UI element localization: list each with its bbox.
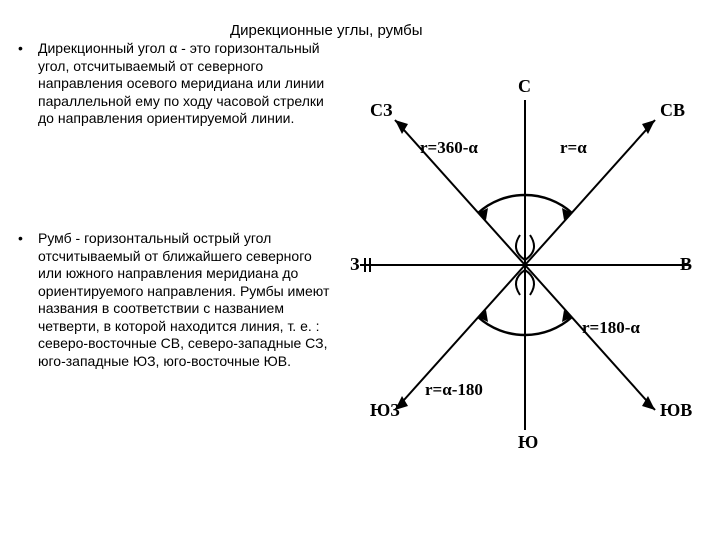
bullet-1: • <box>18 40 23 56</box>
compass-diagram: С Ю В З СВ СЗ ЮВ ЮЗ r=α r=180-α r=α-180 … <box>350 40 700 490</box>
formula-q4: r=360-α <box>420 138 478 158</box>
label-south: Ю <box>518 432 538 453</box>
formula-q3: r=α-180 <box>425 380 483 400</box>
formula-q1: r=α <box>560 138 587 158</box>
label-east: В <box>680 254 692 275</box>
formula-q2: r=180-α <box>582 318 640 338</box>
paragraph-1: Дирекционный угол α - это горизонтальный… <box>38 40 338 128</box>
label-ne: СВ <box>660 100 685 121</box>
paragraph-2: Румб - горизонтальный острый угол отсчит… <box>38 230 338 370</box>
bullet-2: • <box>18 230 23 246</box>
label-sw: ЮЗ <box>370 400 400 421</box>
label-se: ЮВ <box>660 400 692 421</box>
label-west: З <box>350 254 360 275</box>
label-nw: СЗ <box>370 100 393 121</box>
label-north: С <box>518 76 531 97</box>
page-title: Дирекционные углы, румбы <box>230 22 423 39</box>
